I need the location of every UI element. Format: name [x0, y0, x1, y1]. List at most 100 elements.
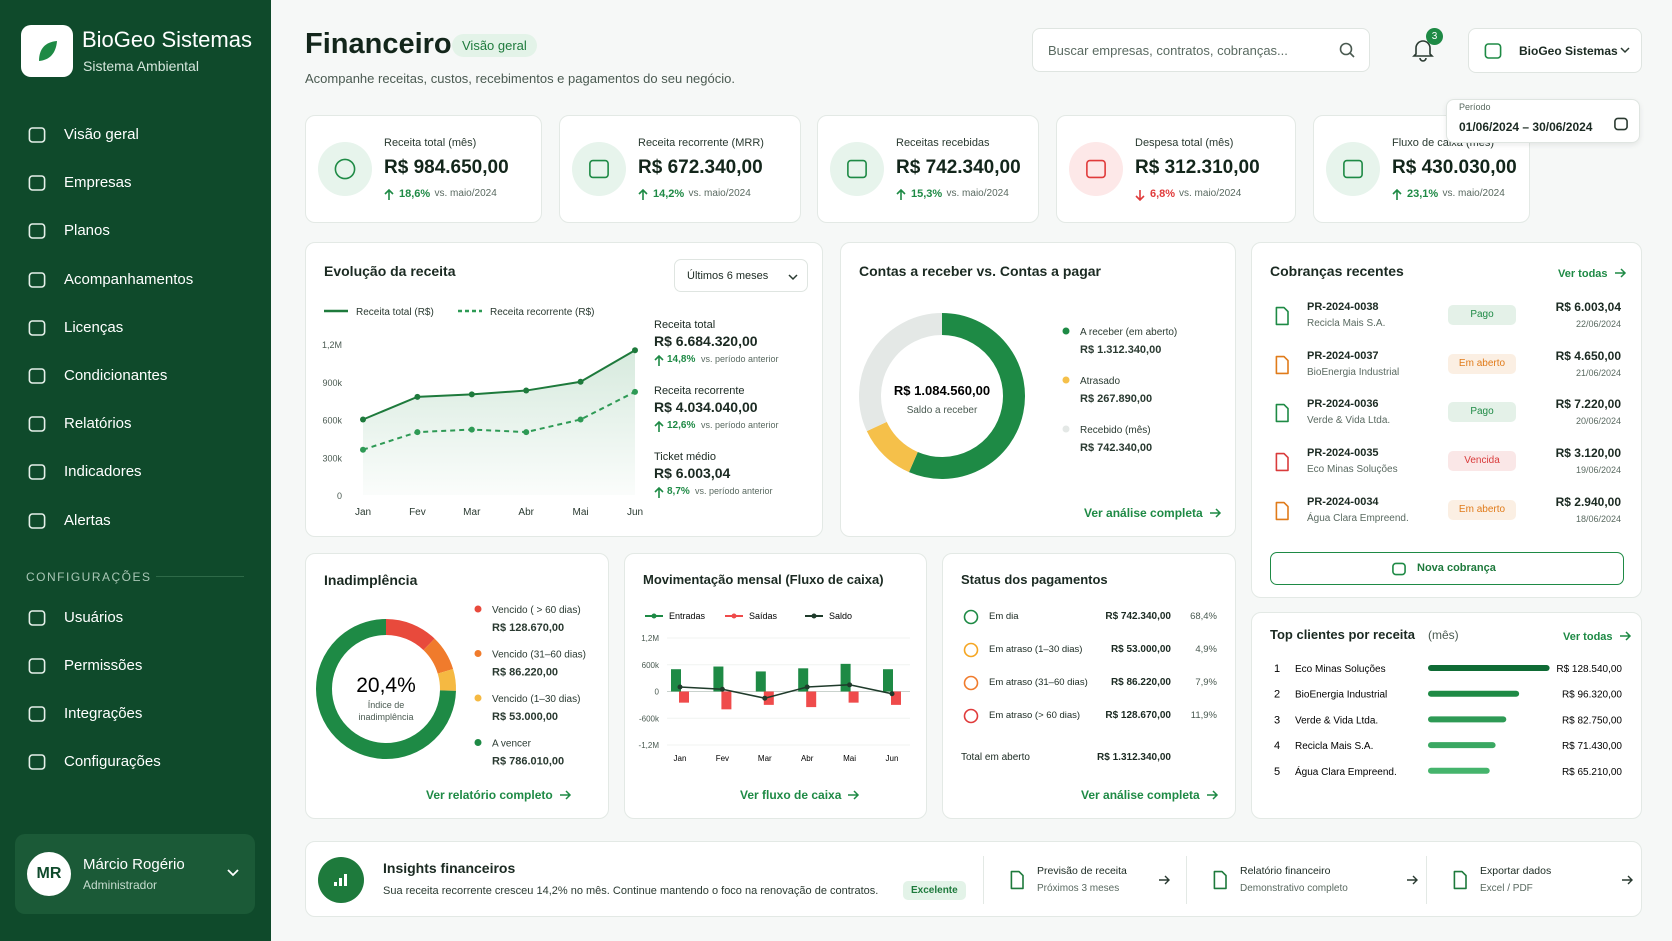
icon-shape: [28, 223, 46, 240]
charge-row[interactable]: PR-2024-0035 Eco Minas Soluções Vencida R$ …: [1252, 442, 1643, 482]
period-picker[interactable]: Período 01/06/2024 – 30/06/2024: [1446, 99, 1640, 143]
chevron: [227, 869, 239, 877]
revenue-card: Evolução da receita Últimos 6 meses Receit…: [305, 242, 823, 537]
icon: [28, 127, 46, 143]
nav-item[interactable]: Indicadores: [14, 454, 254, 490]
nav-item[interactable]: Relatórios: [14, 406, 254, 442]
charge-amount: R$ 7.220,00: [1555, 397, 1621, 412]
icon: [28, 754, 46, 770]
summary-value: R$ 6.003,04: [654, 465, 731, 481]
summary-compare: vs. período anterior: [701, 420, 779, 430]
line-chart: Receita total (R$) Receita recorrente (R$…: [322, 307, 643, 518]
link[interactable]: Ver análise completa: [1081, 787, 1218, 802]
insight-action[interactable]: Relatório financeiro Demonstrativo comple…: [1196, 852, 1426, 908]
legend-label: Saldo: [829, 611, 852, 621]
kpi-value: R$ 742.340,00: [896, 157, 1021, 178]
arrow-shape: [896, 188, 906, 200]
bar: [679, 691, 689, 703]
icon-shape: [1275, 306, 1289, 326]
charge-date: 19/06/2024: [1575, 465, 1621, 476]
icon-shape: [28, 175, 46, 191]
charge-row[interactable]: PR-2024-0038 Recicla Mais S.A. Pago R$ 6.00…: [1252, 296, 1643, 336]
nav-item[interactable]: Planos: [14, 213, 254, 249]
icon: [1453, 870, 1467, 890]
link[interactable]: Ver todas: [1558, 265, 1626, 280]
nav-item[interactable]: Alertas: [14, 503, 254, 539]
nav-item[interactable]: Permissões: [14, 648, 254, 684]
kpi-label: Receita total (mês): [384, 137, 477, 149]
notifications[interactable]: 3: [1408, 28, 1443, 64]
nav-item[interactable]: Licenças: [14, 310, 254, 346]
logo-leaf: [39, 41, 57, 61]
link[interactable]: Ver todas: [1563, 628, 1631, 643]
y-tick-label: 600k: [642, 661, 660, 670]
nav-item[interactable]: Acompanhamentos: [14, 262, 254, 298]
link[interactable]: Ver análise completa: [1084, 505, 1221, 520]
nav-label: Empresas: [64, 174, 132, 192]
status-icon: [963, 675, 979, 691]
nav-item[interactable]: Usuários: [14, 600, 254, 636]
nav-item[interactable]: Configurações: [14, 744, 254, 780]
x-tick-label: Mai: [573, 507, 589, 518]
legend-dot: [474, 694, 482, 702]
icon-shape: [28, 416, 46, 432]
link[interactable]: Ver relatório completo: [426, 787, 571, 802]
search-box[interactable]: Buscar empresas, contratos, cobranças...: [1032, 28, 1370, 72]
point: [360, 416, 366, 423]
y-tick-label: 300k: [322, 453, 342, 463]
bar: [713, 666, 724, 692]
icon-shape: [28, 706, 46, 722]
nav-item[interactable]: Visão geral: [14, 117, 254, 153]
arrow-shape: [1206, 790, 1218, 800]
nav-item[interactable]: Condicionantes: [14, 358, 254, 394]
charge-company: Água Clara Empreend.: [1307, 512, 1409, 524]
arrow: [1622, 875, 1633, 885]
user-card[interactable]: MR Márcio Rogério Administrador: [15, 834, 255, 914]
icon-bar: [344, 874, 347, 886]
insight-action[interactable]: Exportar dados Excel / PDF: [1436, 852, 1641, 908]
period-range: 01/06/2024 – 30/06/2024: [1459, 120, 1593, 134]
arrow: [1159, 875, 1170, 885]
nav-item[interactable]: Empresas: [14, 165, 254, 201]
charge-code: PR-2024-0038: [1307, 301, 1379, 313]
bar: [721, 691, 732, 710]
insight-action[interactable]: Previsão de receita Próximos 3 meses: [993, 852, 1186, 908]
link[interactable]: Ver fluxo de caixa: [740, 787, 860, 802]
legend-label: Vencido ( > 60 dias): [492, 605, 581, 616]
charge-amount: R$ 2.940,00: [1555, 494, 1621, 509]
new-charge-button[interactable]: Nova cobrança: [1270, 552, 1624, 585]
charge-row[interactable]: PR-2024-0034 Água Clara Empreend. Em abert…: [1252, 491, 1643, 531]
range-select[interactable]: Últimos 6 meses: [674, 259, 808, 292]
y-tick-label: 600k: [322, 416, 342, 426]
charge-row[interactable]: PR-2024-0036 Verde & Vida Ltda. Pago R$ 7.2…: [1252, 393, 1643, 433]
bar: [1428, 742, 1496, 749]
x-tick-label: Abr: [518, 507, 534, 518]
point: [414, 393, 421, 400]
point: [804, 684, 810, 690]
divider: [983, 856, 984, 904]
insights-badge: Excelente: [903, 881, 966, 900]
kpi-change: 18,6%: [399, 188, 431, 200]
company-selector[interactable]: BioGeo Sistemas: [1468, 28, 1642, 73]
handle: [1349, 52, 1355, 58]
status-amount: R$ 128.670,00: [1105, 710, 1171, 721]
chevron-shape: [788, 274, 798, 281]
icon-shape: [1343, 159, 1363, 179]
arrow-shape: [1619, 631, 1631, 641]
charge-date: 21/06/2024: [1575, 367, 1621, 378]
kpi-icon: [1069, 142, 1123, 196]
nav-item[interactable]: Integrações: [14, 696, 254, 732]
label-line: inadimplência: [358, 712, 413, 722]
donut-chart: A receber (em aberto) R$ 1.312.340,00 Atra…: [859, 313, 1177, 479]
arrow-shape: [1209, 508, 1221, 518]
kpi-icon: [318, 142, 372, 196]
summary-compare: vs. período anterior: [701, 354, 779, 364]
arrow-shape: [1135, 190, 1145, 202]
rank: 3: [1274, 714, 1280, 726]
status-share: 7,9%: [1195, 677, 1217, 688]
company-name: BioGeo Sistemas: [1519, 44, 1618, 58]
charge-row[interactable]: PR-2024-0037 BioEnergia Industrial Em aber…: [1252, 345, 1643, 385]
cashflow-card: Movimentação mensal (Fluxo de caixa) Entr…: [624, 553, 927, 819]
bar: [840, 663, 851, 692]
icon: [28, 512, 46, 529]
